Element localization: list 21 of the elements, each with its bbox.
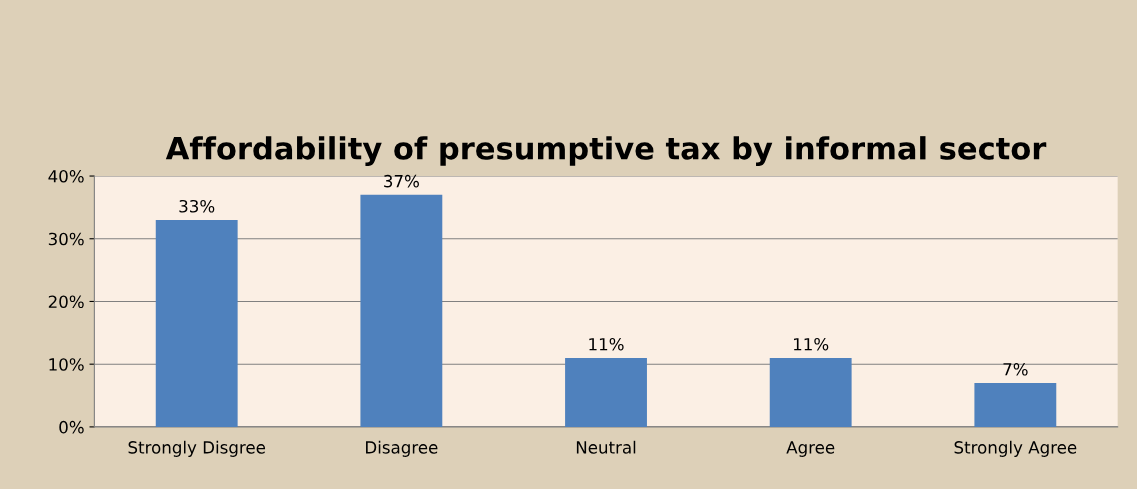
y-tick-label: 40% bbox=[48, 170, 84, 183]
bar bbox=[974, 383, 1057, 427]
y-tick-label: 20% bbox=[48, 295, 84, 309]
y-tick-label: 30% bbox=[48, 232, 84, 246]
x-tick-label: Strongly Disgree bbox=[128, 440, 266, 457]
x-tick-label: Neutral bbox=[576, 440, 636, 454]
bar bbox=[769, 357, 852, 427]
x-tick-label: Strongly Agree bbox=[954, 440, 1077, 457]
x-tick-label: Disagree bbox=[366, 440, 438, 457]
data-label: 37% bbox=[384, 174, 419, 188]
x-tick-label: Agree bbox=[786, 441, 835, 457]
bar bbox=[155, 219, 238, 427]
bar bbox=[360, 194, 443, 427]
y-tick-label: 10% bbox=[49, 358, 84, 371]
bar bbox=[565, 357, 647, 427]
data-label: 33% bbox=[179, 199, 215, 213]
y-tick-label: 0% bbox=[59, 420, 84, 434]
data-label: 7% bbox=[1003, 362, 1028, 376]
chart-title: Affordability of presumptive tax by informal sector bbox=[165, 136, 1047, 166]
data-label: 11% bbox=[589, 337, 624, 351]
data-label: 11% bbox=[793, 337, 829, 351]
